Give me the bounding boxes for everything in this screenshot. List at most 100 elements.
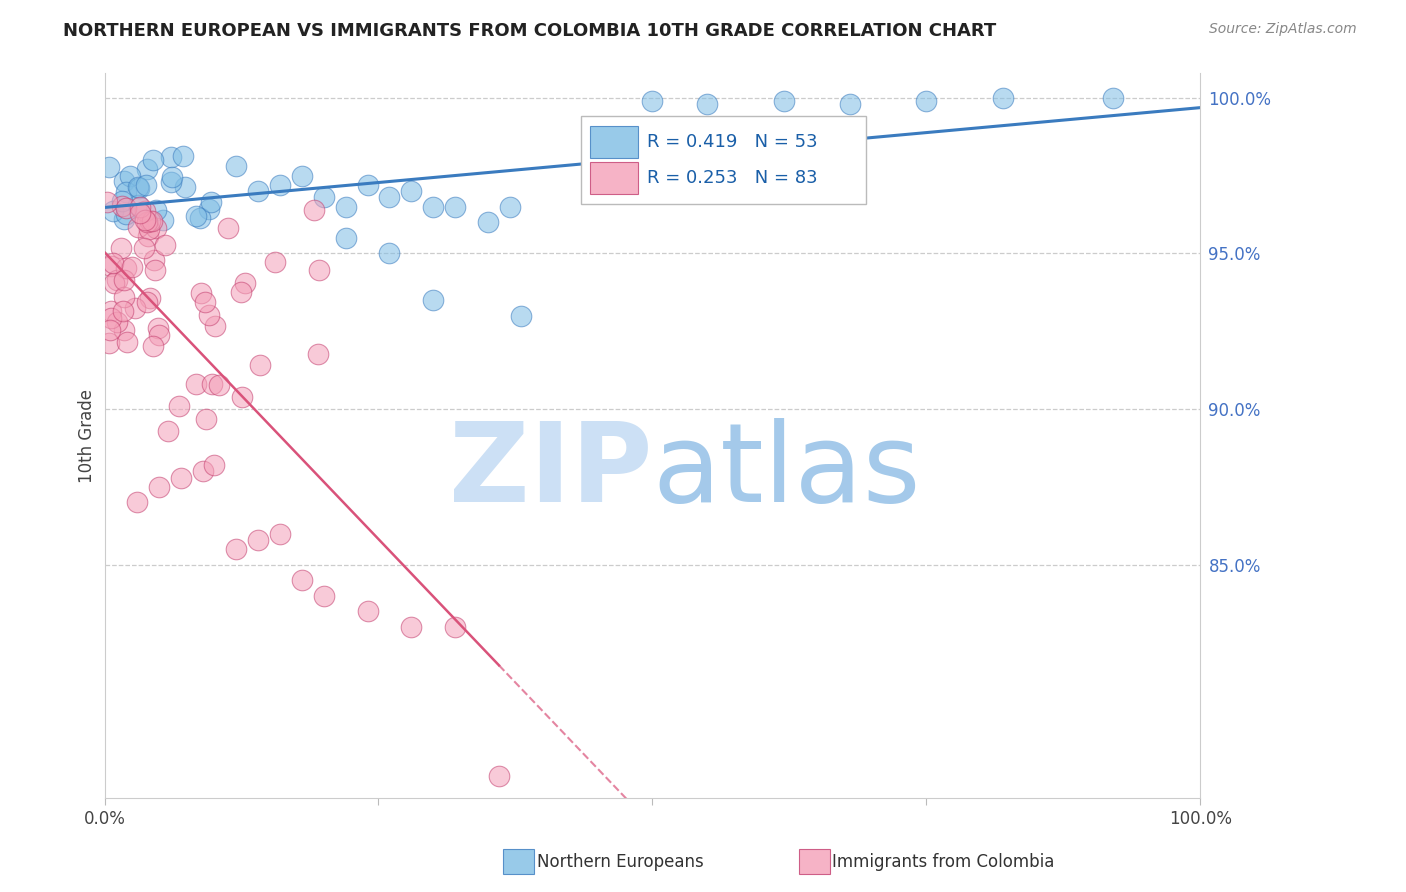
Point [105, 273, 128, 287]
Point [186, 209, 208, 223]
Point [98, 160, 121, 174]
Point [198, 202, 221, 216]
Text: Immigrants from Colombia: Immigrants from Colombia [832, 853, 1054, 871]
Point [142, 339, 165, 353]
Text: Source: ZipAtlas.com: Source: ZipAtlas.com [1209, 22, 1357, 37]
Point [127, 197, 149, 211]
Point [136, 294, 159, 309]
Point [160, 150, 183, 164]
Point [208, 377, 231, 392]
Point [356, 178, 378, 192]
Point [307, 347, 329, 361]
Point [142, 252, 165, 267]
Point [115, 334, 138, 349]
Point [249, 359, 271, 373]
Point [509, 309, 531, 323]
Point [198, 308, 221, 322]
Point [162, 169, 184, 184]
Text: NORTHERN EUROPEAN VS IMMIGRANTS FROM COLOMBIA 10TH GRADE CORRELATION CHART: NORTHERN EUROPEAN VS IMMIGRANTS FROM COL… [63, 22, 997, 40]
Point [141, 214, 163, 228]
Point [136, 215, 159, 229]
Point [100, 259, 122, 273]
Point [101, 203, 124, 218]
Y-axis label: 10th Grade: 10th Grade [79, 389, 96, 483]
Point [773, 94, 796, 108]
Point [641, 94, 664, 108]
Point [118, 169, 141, 183]
Point [114, 201, 136, 215]
Point [112, 273, 135, 287]
Point [291, 574, 314, 588]
Point [838, 97, 860, 112]
Point [444, 200, 467, 214]
Point [127, 495, 149, 509]
Point [233, 277, 256, 291]
Point [312, 589, 335, 603]
Point [422, 200, 444, 214]
Point [112, 323, 135, 337]
Point [112, 304, 135, 318]
Point [148, 480, 170, 494]
Point [110, 241, 132, 255]
Point [98, 323, 121, 337]
Point [190, 285, 212, 300]
Point [915, 94, 938, 108]
Point [105, 315, 128, 329]
Point [477, 215, 499, 229]
Point [145, 202, 167, 217]
Point [138, 222, 160, 236]
Point [128, 181, 150, 195]
Point [96, 195, 118, 210]
Point [136, 228, 159, 243]
Point [148, 327, 170, 342]
Point [170, 470, 193, 484]
Point [499, 200, 522, 214]
Point [312, 190, 335, 204]
Point [138, 214, 160, 228]
Point [101, 256, 124, 270]
Point [110, 199, 132, 213]
Point [200, 194, 222, 209]
Point [167, 400, 190, 414]
Point [184, 377, 207, 392]
Point [121, 260, 143, 275]
Point [246, 184, 269, 198]
Point [246, 533, 269, 547]
FancyBboxPatch shape [591, 126, 638, 158]
Point [146, 321, 169, 335]
Point [134, 212, 156, 227]
Point [229, 285, 252, 300]
Point [145, 221, 167, 235]
Point [142, 153, 165, 167]
Point [422, 293, 444, 308]
Point [378, 246, 401, 260]
Point [991, 91, 1014, 105]
Point [291, 169, 314, 183]
Point [696, 97, 718, 112]
FancyBboxPatch shape [581, 117, 866, 203]
Point [112, 174, 135, 188]
Point [335, 200, 357, 214]
Point [112, 212, 135, 227]
Point [156, 424, 179, 438]
Point [115, 207, 138, 221]
Point [152, 213, 174, 227]
Point [201, 376, 224, 391]
Point [204, 318, 226, 333]
Point [193, 464, 215, 478]
Point [195, 412, 218, 426]
Point [128, 201, 150, 215]
Point [335, 231, 357, 245]
Point [1101, 91, 1123, 105]
Point [114, 260, 136, 275]
Text: atlas: atlas [652, 418, 921, 525]
Point [202, 458, 225, 472]
Text: ZIP: ZIP [449, 418, 652, 525]
Point [194, 295, 217, 310]
Point [225, 542, 247, 557]
Point [174, 180, 197, 194]
Point [269, 526, 291, 541]
FancyBboxPatch shape [591, 162, 638, 194]
Point [127, 179, 149, 194]
Point [136, 161, 159, 176]
